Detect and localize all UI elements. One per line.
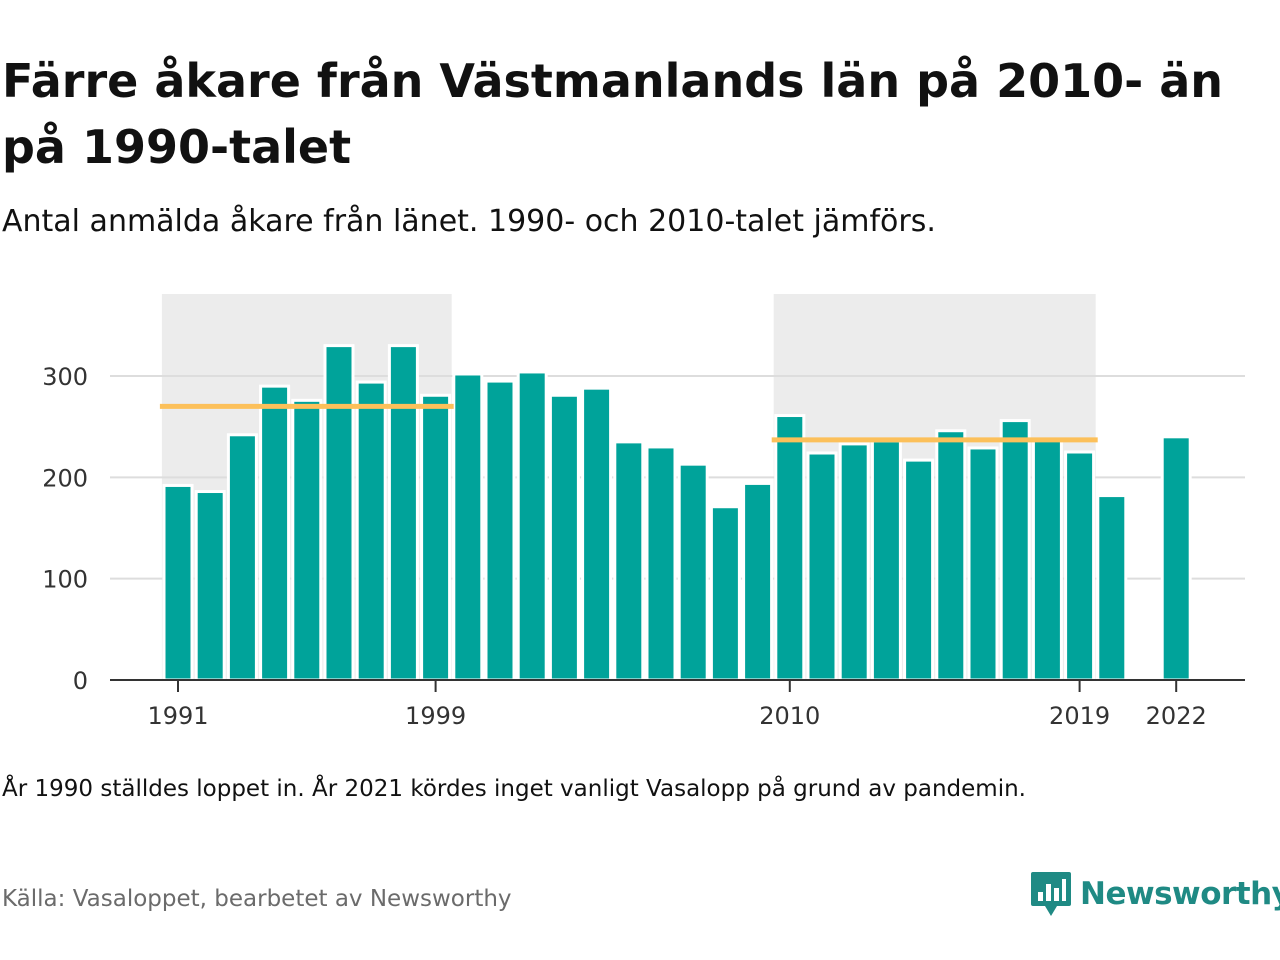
bar-1991 (162, 483, 194, 682)
bar-2015 (935, 429, 967, 682)
x-tick-label: 2010 (759, 702, 820, 730)
source-credit: Källa: Vasaloppet, bearbetet av Newswort… (2, 886, 512, 912)
bar-2008 (709, 505, 741, 682)
bar-2004 (581, 386, 613, 682)
bar-1997 (355, 380, 387, 682)
bar-2011 (806, 451, 838, 682)
bar-2018 (1031, 438, 1063, 682)
bar-1993 (226, 433, 258, 682)
y-tick-label: 300 (42, 363, 88, 391)
bar-1994 (259, 384, 291, 682)
bar-1998 (387, 344, 419, 682)
bar-1992 (194, 490, 226, 682)
bar-2013 (870, 439, 902, 682)
x-tick-label: 1991 (147, 702, 208, 730)
bar-1995 (291, 398, 323, 682)
bar-2014 (903, 458, 935, 682)
bar-2020 (1096, 494, 1128, 682)
bar-2007 (677, 462, 709, 682)
bar-2003 (548, 393, 580, 682)
bar-2017 (999, 419, 1031, 682)
x-tick-label: 1999 (405, 702, 466, 730)
bar-2022 (1160, 435, 1192, 682)
bar-chart: 0 100 200 300 1991 1999 2010 2019 2022 (42, 294, 1245, 730)
bar-2005 (613, 440, 645, 682)
bar-2006 (645, 445, 677, 682)
bar-1999 (420, 393, 452, 682)
y-tick-label: 200 (42, 464, 88, 492)
bar-2010 (774, 414, 806, 682)
x-tick-label: 2019 (1049, 702, 1110, 730)
bar-2000 (452, 372, 484, 682)
bar-2002 (516, 370, 548, 682)
bar-2012 (838, 442, 870, 682)
newsworthy-logo-text: Newsworthy (1080, 876, 1280, 912)
x-tick-label: 2022 (1146, 702, 1207, 730)
chart-note: År 1990 ställdes loppet in. År 2021 körd… (2, 776, 1026, 802)
newsworthy-logo: Newsworthy (1030, 870, 1280, 918)
bar-2019 (1064, 450, 1096, 682)
bar-1996 (323, 344, 355, 682)
y-tick-label: 100 (42, 566, 88, 594)
chart-title: Färre åkare från Västmanlands län på 201… (2, 54, 1223, 174)
chart-subtitle: Antal anmälda åkare från länet. 1990- oc… (2, 204, 936, 239)
y-tick-label: 0 (73, 667, 88, 695)
bar-2009 (742, 481, 774, 682)
bar-2016 (967, 446, 999, 682)
bar-2001 (484, 379, 516, 682)
newsworthy-logo-icon (1031, 872, 1071, 916)
